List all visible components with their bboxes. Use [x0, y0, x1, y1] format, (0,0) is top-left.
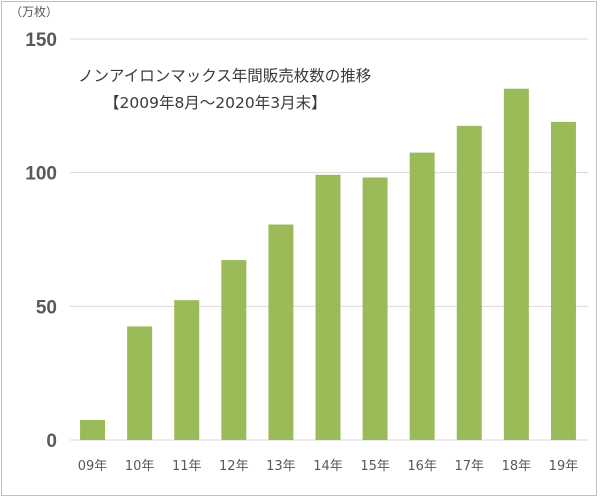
y-tick-label: 100 [25, 164, 57, 185]
bar-12年 [221, 260, 247, 440]
bar-15年 [362, 177, 388, 440]
y-tick-label: 150 [25, 30, 57, 51]
bar-18年 [503, 88, 529, 440]
y-axis-unit-label: （万枚） [10, 4, 58, 19]
bar-13年 [268, 224, 294, 440]
y-axis-ticks: 0 50 100 150 [25, 30, 57, 452]
x-tick-label: 10年 [125, 459, 155, 474]
x-tick-label: 14年 [313, 459, 343, 474]
bar-16年 [409, 152, 435, 440]
bars [80, 88, 576, 440]
chart-title: ノンアイロンマックス年間販売枚数の推移 [78, 67, 371, 85]
y-tick-label: 50 [36, 297, 57, 318]
x-tick-label: 13年 [266, 459, 296, 474]
x-tick-label: 15年 [360, 459, 390, 474]
chart-subtitle: 【2009年8月～2020年3月末】 [104, 94, 327, 112]
x-tick-label: 12年 [219, 459, 249, 474]
bar-17年 [456, 125, 482, 440]
x-tick-label: 11年 [172, 459, 202, 474]
bar-14年 [315, 174, 341, 440]
x-tick-label: 16年 [407, 459, 437, 474]
x-tick-label: 17年 [454, 459, 484, 474]
x-tick-label: 19年 [549, 459, 579, 474]
y-tick-label: 0 [46, 431, 57, 452]
bar-19年 [550, 121, 576, 440]
bar-11年 [174, 300, 200, 440]
x-tick-label: 18年 [502, 459, 532, 474]
bar-10年 [127, 326, 153, 440]
x-tick-label: 09年 [78, 459, 108, 474]
bar-09年 [80, 419, 106, 440]
x-axis-ticks: 09年 10年 11年 12年 13年 14年 15年 16年 17年 18年 19年 [78, 459, 578, 474]
